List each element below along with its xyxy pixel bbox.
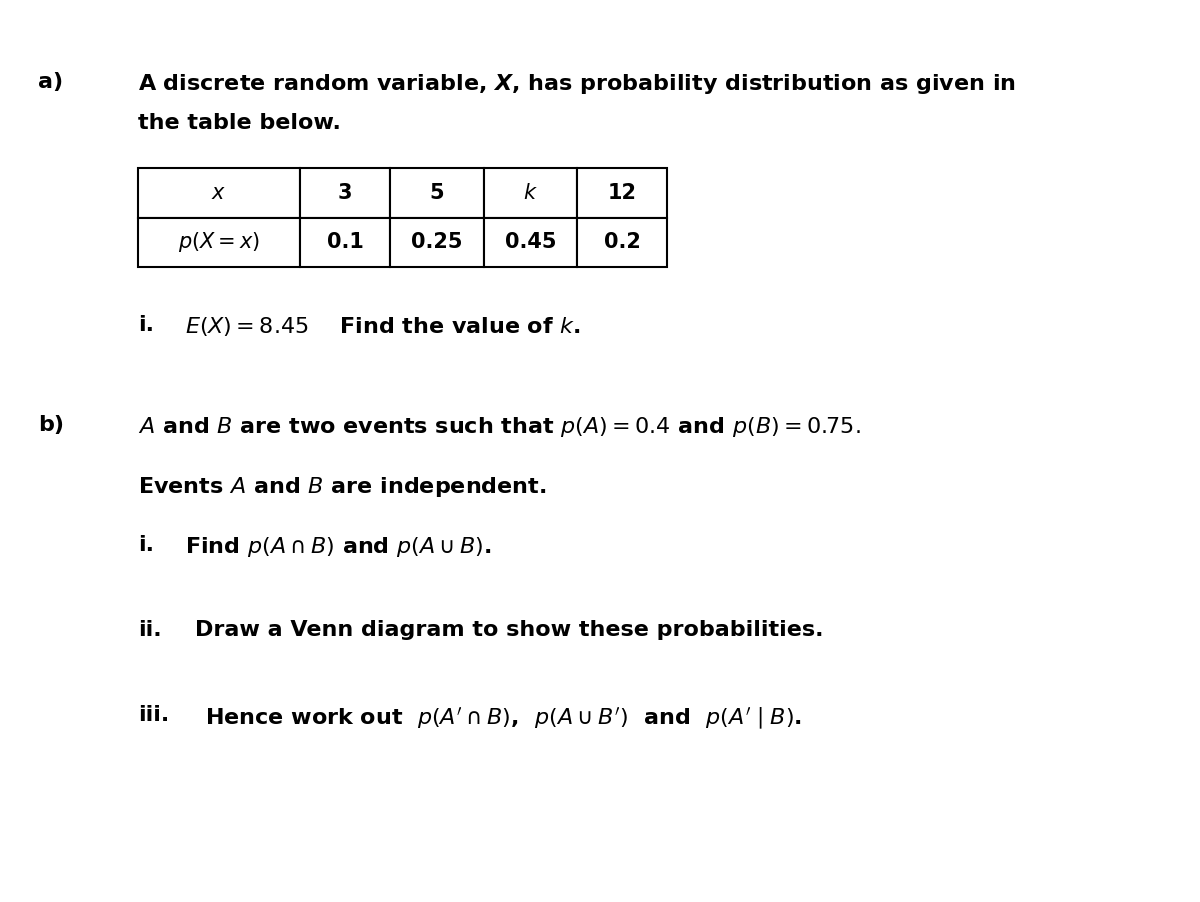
Text: Draw a Venn diagram to show these probabilities.: Draw a Venn diagram to show these probab… <box>194 620 823 640</box>
Bar <box>577 168 667 217</box>
Text: 5: 5 <box>430 183 444 203</box>
Text: Hence work out  $p(A' \cap B)$,  $p(A \cup B')$  and  $p(A' \mid B)$.: Hence work out $p(A' \cap B)$, $p(A \cup… <box>205 705 802 731</box>
Bar <box>300 168 390 217</box>
Text: ii.: ii. <box>138 620 162 640</box>
Bar <box>390 168 484 217</box>
Bar <box>484 168 577 217</box>
Bar <box>484 217 577 267</box>
Text: A discrete random variable, $\bfit{X}$, has probability distribution as given in: A discrete random variable, $\bfit{X}$, … <box>138 72 1016 96</box>
Text: the table below.: the table below. <box>138 113 341 133</box>
Text: Find $p(A \cap B)$ and $p(A \cup B)$.: Find $p(A \cap B)$ and $p(A \cup B)$. <box>185 535 492 559</box>
Text: iii.: iii. <box>138 705 169 725</box>
Text: 12: 12 <box>607 183 637 203</box>
Text: $E(X) = 8.45$    Find the value of $k$.: $E(X) = 8.45$ Find the value of $k$. <box>185 315 581 338</box>
Text: $x$: $x$ <box>211 183 227 203</box>
Text: Events $A$ and $B$ are independent.: Events $A$ and $B$ are independent. <box>138 475 546 499</box>
Text: 0.45: 0.45 <box>505 233 556 253</box>
Bar <box>138 217 300 267</box>
Text: i.: i. <box>138 535 154 555</box>
Bar <box>390 217 484 267</box>
Text: 0.2: 0.2 <box>604 233 641 253</box>
Bar <box>577 217 667 267</box>
Text: $A$ and $B$ are two events such that $p(A) = 0.4$ and $p(B) = 0.75.$: $A$ and $B$ are two events such that $p(… <box>138 415 860 439</box>
Text: $k$: $k$ <box>523 183 538 203</box>
Text: 3: 3 <box>337 183 353 203</box>
Text: $p(X = x)$: $p(X = x)$ <box>178 230 260 254</box>
Bar <box>300 217 390 267</box>
Bar <box>138 168 300 217</box>
Text: a): a) <box>38 72 64 92</box>
Text: b): b) <box>38 415 64 435</box>
Text: 0.1: 0.1 <box>326 233 364 253</box>
Text: i.: i. <box>138 315 154 335</box>
Text: 0.25: 0.25 <box>412 233 462 253</box>
